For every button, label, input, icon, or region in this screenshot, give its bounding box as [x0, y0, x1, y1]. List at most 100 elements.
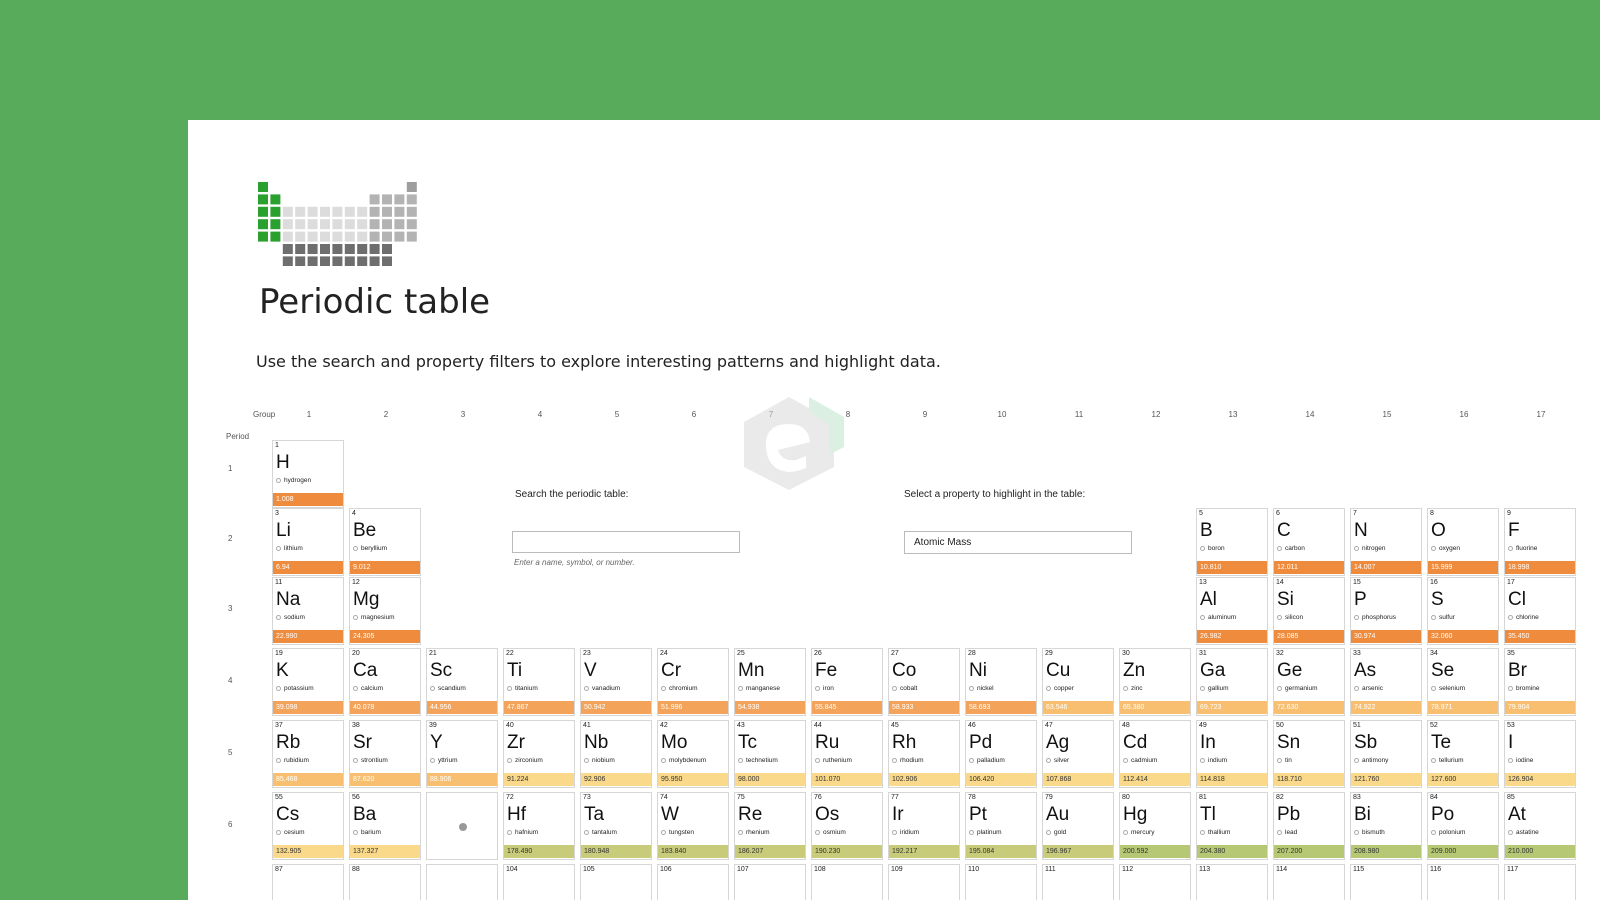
element-cell-period7[interactable]: 110	[965, 864, 1037, 900]
element-name-row: thallium	[1200, 829, 1230, 836]
element-name: rhodium	[900, 757, 924, 764]
element-cell-palladium[interactable]: 46 Pd palladium 106.420	[965, 720, 1037, 788]
element-cell-aluminum[interactable]: 13 Al aluminum 26.982	[1196, 577, 1268, 645]
group-number: 13	[1228, 410, 1238, 419]
logo-square	[282, 219, 293, 230]
logo-square	[369, 206, 380, 217]
element-cell-molybdenum[interactable]: 42 Mo molybdenum 95.950	[657, 720, 729, 788]
lanthanide-placeholder-cell[interactable]	[426, 792, 498, 860]
element-cell-cesium[interactable]: 55 Cs cesium 132.905	[272, 792, 344, 860]
element-cell-period7[interactable]: 114	[1273, 864, 1345, 900]
element-cell-period7[interactable]: 116	[1427, 864, 1499, 900]
element-cell-ruthenium[interactable]: 44 Ru ruthenium 101.070	[811, 720, 883, 788]
element-cell-period7[interactable]: 109	[888, 864, 960, 900]
element-cell-rubidium[interactable]: 37 Rb rubidium 85.468	[272, 720, 344, 788]
logo-square	[295, 244, 306, 254]
element-cell-calcium[interactable]: 20 Ca calcium 40.078	[349, 648, 421, 716]
element-cell-polonium[interactable]: 84 Po polonium 209.000	[1427, 792, 1499, 860]
element-cell-scandium[interactable]: 21 Sc scandium 44.956	[426, 648, 498, 716]
element-cell-tin[interactable]: 50 Sn tin 118.710	[1273, 720, 1345, 788]
atomic-mass: 196.967	[1043, 845, 1113, 858]
element-cell-strontium[interactable]: 38 Sr strontium 87.620	[349, 720, 421, 788]
element-cell-beryllium[interactable]: 4 Be beryllium 9.012	[349, 508, 421, 576]
element-name: platinum	[977, 829, 1002, 836]
element-cell-zinc[interactable]: 30 Zn zinc 65.380	[1119, 648, 1191, 716]
element-cell-tantalum[interactable]: 73 Ta tantalum 180.948	[580, 792, 652, 860]
element-cell-period7[interactable]: 106	[657, 864, 729, 900]
element-cell-hafnium[interactable]: 72 Hf hafnium 178.490	[503, 792, 575, 860]
element-cell-period7[interactable]: 104	[503, 864, 575, 900]
atomic-mass: 9.012	[350, 561, 420, 574]
element-cell-antimony[interactable]: 51 Sb antimony 121.760	[1350, 720, 1422, 788]
search-input[interactable]	[512, 531, 740, 553]
element-cell-period7[interactable]: 115	[1350, 864, 1422, 900]
state-circle-icon	[1508, 614, 1513, 620]
element-cell-period7[interactable]: 113	[1196, 864, 1268, 900]
element-cell-bismuth[interactable]: 83 Bi bismuth 208.980	[1350, 792, 1422, 860]
element-cell-titanium[interactable]: 22 Ti titanium 47.867	[503, 648, 575, 716]
element-name: rubidium	[284, 757, 309, 764]
element-cell-copper[interactable]: 29 Cu copper 63.546	[1042, 648, 1114, 716]
element-cell-chromium[interactable]: 24 Cr chromium 51.996	[657, 648, 729, 716]
property-select[interactable]: Atomic Mass	[904, 531, 1132, 554]
element-cell-bromine[interactable]: 35 Br bromine 79.904	[1504, 648, 1576, 716]
element-cell-tellurium[interactable]: 52 Te tellurium 127.600	[1427, 720, 1499, 788]
element-cell-period7[interactable]: 111	[1042, 864, 1114, 900]
element-cell-magnesium[interactable]: 12 Mg magnesium 24.305	[349, 577, 421, 645]
element-cell-barium[interactable]: 56 Ba barium 137.327	[349, 792, 421, 860]
element-cell-osmium[interactable]: 76 Os osmium 190.230	[811, 792, 883, 860]
element-cell-arsenic[interactable]: 33 As arsenic 74.922	[1350, 648, 1422, 716]
element-cell-period7[interactable]: 112	[1119, 864, 1191, 900]
element-cell-rhenium[interactable]: 75 Re rhenium 186.207	[734, 792, 806, 860]
element-cell-cobalt[interactable]: 27 Co cobalt 58.933	[888, 648, 960, 716]
element-cell-period7[interactable]: 87	[272, 864, 344, 900]
element-cell-astatine[interactable]: 85 At astatine 210.000	[1504, 792, 1576, 860]
element-cell-silver[interactable]: 47 Ag silver 107.868	[1042, 720, 1114, 788]
element-cell-lead[interactable]: 82 Pb lead 207.200	[1273, 792, 1345, 860]
element-cell-rhodium[interactable]: 45 Rh rhodium 102.906	[888, 720, 960, 788]
element-name-row: calcium	[353, 685, 383, 692]
actinide-placeholder-cell[interactable]	[426, 864, 498, 900]
element-cell-nickel[interactable]: 28 Ni nickel 58.693	[965, 648, 1037, 716]
element-cell-iridium[interactable]: 77 Ir iridium 192.217	[888, 792, 960, 860]
element-cell-indium[interactable]: 49 In indium 114.818	[1196, 720, 1268, 788]
element-cell-zirconium[interactable]: 40 Zr zirconium 91.224	[503, 720, 575, 788]
element-cell-gold[interactable]: 79 Au gold 196.967	[1042, 792, 1114, 860]
element-cell-manganese[interactable]: 25 Mn manganese 54.938	[734, 648, 806, 716]
element-name: palladium	[977, 757, 1005, 764]
element-cell-germanium[interactable]: 32 Ge germanium 72.630	[1273, 648, 1345, 716]
element-cell-niobium[interactable]: 41 Nb niobium 92.906	[580, 720, 652, 788]
element-cell-period7[interactable]: 107	[734, 864, 806, 900]
element-cell-mercury[interactable]: 80 Hg mercury 200.592	[1119, 792, 1191, 860]
element-cell-sodium[interactable]: 11 Na sodium 22.990	[272, 577, 344, 645]
element-cell-platinum[interactable]: 78 Pt platinum 195.084	[965, 792, 1037, 860]
element-cell-thallium[interactable]: 81 Tl thallium 204.380	[1196, 792, 1268, 860]
element-cell-gallium[interactable]: 31 Ga gallium 69.723	[1196, 648, 1268, 716]
element-cell-selenium[interactable]: 34 Se selenium 78.971	[1427, 648, 1499, 716]
element-cell-period7[interactable]: 105	[580, 864, 652, 900]
element-cell-period7[interactable]: 117	[1504, 864, 1576, 900]
state-circle-icon	[353, 757, 358, 763]
element-cell-period7[interactable]: 108	[811, 864, 883, 900]
element-cell-iron[interactable]: 26 Fe iron 55.845	[811, 648, 883, 716]
element-cell-chlorine[interactable]: 17 Cl chlorine 35.450	[1504, 577, 1576, 645]
element-cell-silicon[interactable]: 14 Si silicon 28.085	[1273, 577, 1345, 645]
element-cell-period7[interactable]: 88	[349, 864, 421, 900]
element-cell-lithium[interactable]: 3 Li lithium 6.94	[272, 508, 344, 576]
element-cell-technetium[interactable]: 43 Tc technetium 98.000	[734, 720, 806, 788]
element-cell-cadmium[interactable]: 48 Cd cadmium 112.414	[1119, 720, 1191, 788]
atomic-number: 56	[352, 794, 360, 801]
